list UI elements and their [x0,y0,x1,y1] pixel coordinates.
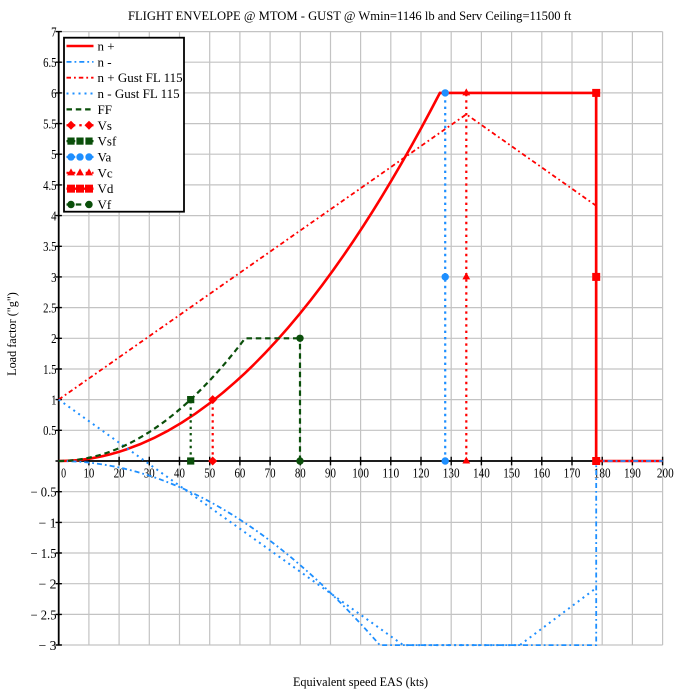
svg-text:160: 160 [533,465,550,480]
svg-text:130: 130 [443,465,460,480]
svg-text:140: 140 [473,465,490,480]
svg-text:100: 100 [352,465,369,480]
svg-text:n - Gust FL 115: n - Gust FL 115 [98,86,180,101]
svg-text:FF: FF [98,102,112,117]
svg-text:40: 40 [174,465,185,480]
svg-text:Vf: Vf [98,197,112,212]
svg-text:FLIGHT ENVELOPE @ MTOM - GUST: FLIGHT ENVELOPE @ MTOM - GUST @ Wmin=114… [128,9,572,23]
svg-text:2.5: 2.5 [43,301,57,316]
svg-text:7: 7 [51,25,57,40]
svg-text:120: 120 [413,465,430,480]
svg-text:3: 3 [51,270,57,285]
svg-text:200: 200 [657,465,674,480]
svg-text:− 1: − 1 [39,515,57,530]
svg-text:Vsf: Vsf [98,134,117,149]
svg-text:Equivalent speed EAS (kts): Equivalent speed EAS (kts) [293,675,428,689]
svg-text:1: 1 [51,393,56,408]
svg-text:Vc: Vc [98,165,113,180]
svg-text:n +: n + [98,39,115,54]
svg-text:20: 20 [114,465,125,480]
svg-text:− 0.5: − 0.5 [31,485,57,500]
svg-text:2: 2 [51,331,56,346]
svg-text:Load factor ("g"): Load factor ("g") [5,292,19,376]
svg-text:150: 150 [503,465,520,480]
svg-text:− 2.5: − 2.5 [31,607,57,622]
svg-text:1.5: 1.5 [43,362,57,377]
svg-text:4.5: 4.5 [43,178,57,193]
svg-text:6.5: 6.5 [43,55,57,70]
svg-text:− 2: − 2 [39,577,57,592]
svg-text:170: 170 [564,465,581,480]
svg-text:5.5: 5.5 [43,117,57,132]
svg-text:0: 0 [61,465,66,480]
svg-text:70: 70 [265,465,276,480]
svg-text:Va: Va [98,149,112,164]
svg-text:− 1.5: − 1.5 [31,546,57,561]
svg-text:50: 50 [204,465,215,480]
svg-text:190: 190 [624,465,641,480]
svg-text:90: 90 [325,465,336,480]
svg-text:10: 10 [83,465,94,480]
svg-text:30: 30 [144,465,155,480]
svg-text:60: 60 [234,465,245,480]
svg-text:3.5: 3.5 [43,239,57,254]
svg-text:4: 4 [51,209,57,224]
svg-text:Vd: Vd [98,181,114,196]
svg-text:n -: n - [98,54,112,69]
svg-text:80: 80 [295,465,306,480]
svg-text:Vs: Vs [98,118,112,133]
svg-text:n + Gust FL 115: n + Gust FL 115 [98,70,183,85]
svg-text:110: 110 [382,465,399,480]
svg-text:180: 180 [594,465,611,480]
svg-text:5: 5 [51,147,57,162]
svg-text:− 3: − 3 [39,638,57,653]
svg-text:6: 6 [51,86,57,101]
svg-text:0.5: 0.5 [43,423,57,438]
